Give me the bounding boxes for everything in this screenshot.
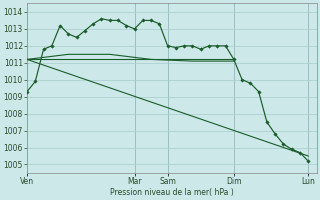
X-axis label: Pression niveau de la mer( hPa ): Pression niveau de la mer( hPa ) — [110, 188, 234, 197]
